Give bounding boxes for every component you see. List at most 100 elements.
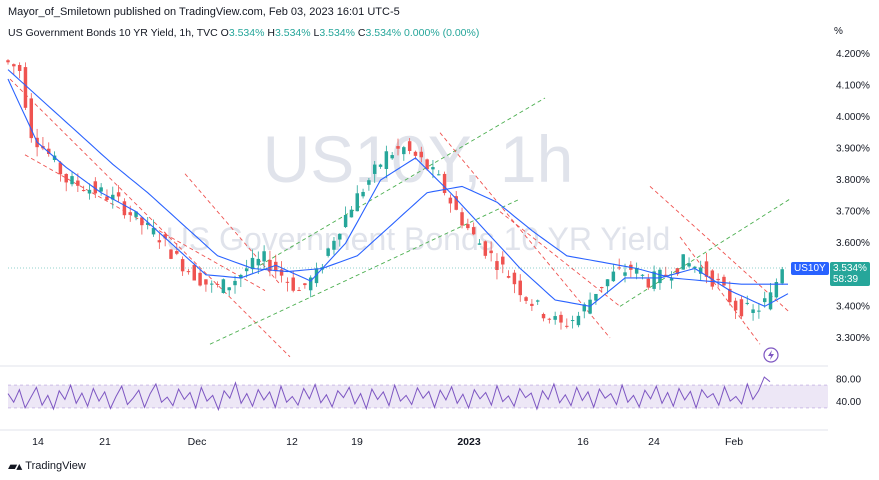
x-tick-label: 21 <box>99 436 111 448</box>
candle-body <box>582 304 587 312</box>
candle-body <box>70 176 74 185</box>
candle-body <box>157 240 162 243</box>
candle-body <box>285 281 290 283</box>
candle-body <box>128 212 132 215</box>
x-tick-label: 12 <box>286 436 298 448</box>
candle-body <box>495 261 499 270</box>
candle-body <box>140 217 144 226</box>
y-tick-label: 3.300% <box>836 333 870 344</box>
x-tick-label: 16 <box>577 436 589 448</box>
rsi-band <box>8 385 828 408</box>
candle-body <box>227 287 231 291</box>
candle-body <box>681 254 685 270</box>
candle-body <box>471 227 476 235</box>
candle-body <box>617 267 621 269</box>
candle-body <box>169 249 173 259</box>
candle-body <box>367 180 371 185</box>
rsi-tick-label: 40.00 <box>836 397 861 408</box>
price-axis[interactable]: 4.200% 4.100% 4.000% 3.900% 3.800% 3.700% 3.60… <box>836 49 870 344</box>
candle-body <box>687 263 691 267</box>
candle-body <box>745 302 749 304</box>
candle-body <box>338 233 342 240</box>
y-tick-label: 4.200% <box>836 49 870 60</box>
candle-body <box>274 261 278 272</box>
x-tick-label: 2023 <box>457 436 481 448</box>
candle-body <box>541 313 546 319</box>
candle-body <box>326 248 330 256</box>
candle-body <box>361 191 365 197</box>
candle-body <box>297 290 301 292</box>
alert-icon[interactable] <box>763 347 779 363</box>
candle-body <box>675 268 680 275</box>
candle-body <box>739 299 744 317</box>
candle-body <box>454 196 458 210</box>
candle-body <box>93 181 98 194</box>
candle-body <box>768 292 773 310</box>
candle-body <box>343 214 348 228</box>
rsi-tick-label: 80.00 <box>836 374 861 385</box>
y-tick-label: 3.800% <box>836 175 870 186</box>
candle-body <box>559 314 563 323</box>
candle-body <box>239 274 243 279</box>
candle-body <box>6 60 10 63</box>
candle-body <box>576 315 581 326</box>
candle-body <box>372 164 377 174</box>
candle-body <box>308 277 313 291</box>
candles <box>6 59 784 330</box>
candle-body <box>594 293 598 301</box>
candle-body <box>122 201 127 216</box>
candle-body <box>349 209 354 218</box>
candle-body <box>151 228 156 235</box>
candle-body <box>186 271 191 273</box>
price-badge-value: 3.534% <box>833 263 867 274</box>
time-axis[interactable]: 14 21 Dec 12 19 2023 16 24 Feb <box>0 429 828 448</box>
candle-body <box>640 274 645 276</box>
tradingview-logo[interactable]: ▰▴ TradingView <box>8 459 86 473</box>
candle-body <box>646 278 651 288</box>
candle-body <box>12 64 16 67</box>
candle-body <box>192 264 197 281</box>
percent-unit-label: % <box>834 26 843 37</box>
x-tick-label: Feb <box>725 436 743 448</box>
candle-body <box>623 272 627 276</box>
candle-body <box>279 269 284 276</box>
candle-body <box>303 283 307 286</box>
candle-body <box>518 280 522 296</box>
legend-close-value: 3.534% <box>365 27 402 39</box>
ma-slow-line <box>7 69 788 285</box>
candle-body <box>524 297 528 301</box>
legend-close-label: C <box>357 27 366 39</box>
candle-body <box>221 279 226 294</box>
candle-body <box>250 257 255 270</box>
candle-body <box>64 173 68 183</box>
candle-body <box>664 274 668 277</box>
candle-body <box>652 271 656 289</box>
candle-body <box>111 194 115 200</box>
candle-body <box>710 270 715 287</box>
candle-body <box>565 325 569 327</box>
candle-body <box>425 159 429 170</box>
candle-body <box>728 288 732 303</box>
candle-body <box>460 212 464 226</box>
candle-body <box>407 141 412 151</box>
candle-body <box>483 241 488 256</box>
y-tick-label: 3.600% <box>836 238 870 249</box>
legend-open-value: 3.534% <box>228 27 265 39</box>
candle-body <box>547 318 552 320</box>
candle-body <box>774 282 779 298</box>
channel-line <box>209 198 521 345</box>
tradingview-logo-icon: ▰▴ <box>8 459 22 473</box>
x-tick-label: 14 <box>32 436 44 448</box>
rsi-pane: 80.00 40.00 <box>0 365 861 412</box>
candle-body <box>599 286 604 289</box>
candle-body <box>506 276 511 278</box>
candle-body <box>180 259 185 272</box>
candle-body <box>477 243 482 245</box>
candle-body <box>332 240 336 250</box>
candle-body <box>442 173 447 194</box>
y-tick-label: 3.900% <box>836 143 870 154</box>
watermark-symbol: US10Y, 1h <box>263 122 574 196</box>
candle-body <box>512 272 517 285</box>
price-badge-countdown: 58:39 <box>833 274 859 285</box>
